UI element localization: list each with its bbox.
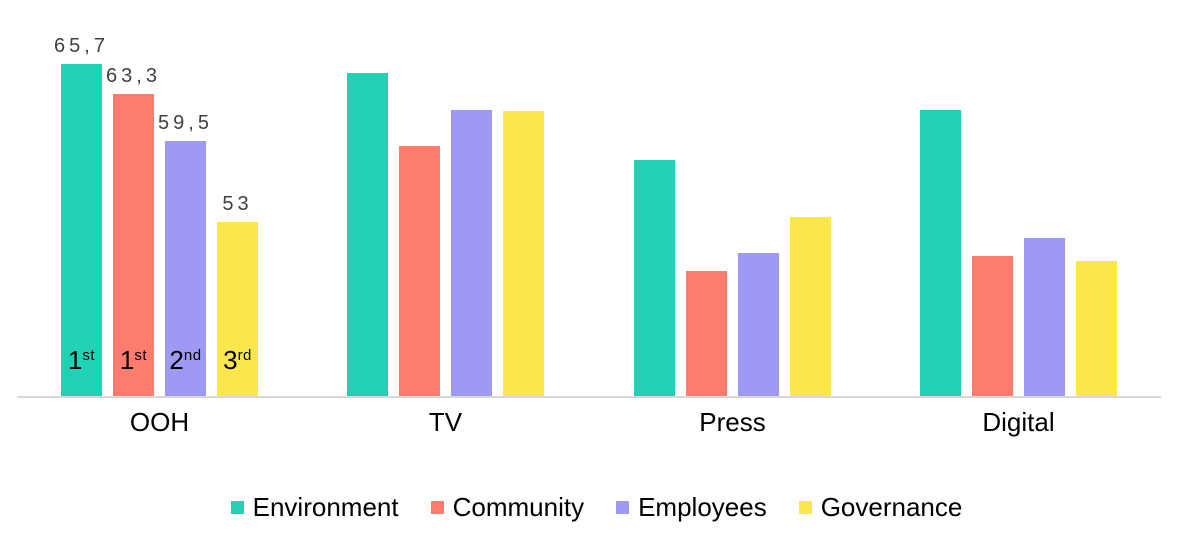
bar-community-ooh [113,94,154,396]
bar-community-digital [972,255,1013,396]
bar-governance-ooh [217,222,258,396]
bar-community-press [686,270,727,396]
bar-employees-digital [1024,238,1065,396]
bar-employees-tv [451,110,492,396]
bar-governance-press [790,217,831,396]
legend-swatch-community-icon [430,501,444,514]
legend-swatch-employees-icon [616,501,630,514]
category-label-press: Press [699,407,766,437]
legend-label-community: Community [452,492,585,522]
bar-employees-ooh [165,141,206,396]
bar-environment-digital [920,110,961,396]
value-label-community: 63,3 [106,64,161,87]
legend-item-environment: Environment [230,492,399,523]
legend-swatch-environment-icon [230,501,244,514]
x-axis-line [17,396,1161,398]
value-label-environment: 65,7 [54,35,109,58]
rank-label-environment: 1st [67,345,96,375]
legend-label-environment: Environment [252,492,399,522]
bar-community-tv [399,146,440,396]
legend-item-governance: Governance [798,492,963,523]
value-label-employees: 59,5 [158,112,213,135]
rank-label-community: 1st [119,345,148,375]
legend: Environment Community Employees Governan… [0,492,1193,523]
legend-label-employees: Employees [638,492,767,522]
bar-environment-press [634,159,675,396]
bar-environment-ooh [61,64,102,396]
category-label-tv: TV [428,407,463,437]
legend-item-community: Community [430,492,585,523]
category-label-ooh: OOH [129,407,190,437]
rank-label-employees: 2nd [169,345,202,375]
legend-item-employees: Employees [616,492,767,523]
bar-governance-tv [503,111,544,396]
legend-label-governance: Governance [820,492,963,522]
bar-governance-digital [1076,260,1117,396]
category-label-digital: Digital [982,407,1055,437]
rank-label-governance: 3rd [223,345,252,375]
value-label-governance: 53 [222,192,253,215]
bar-employees-press [738,253,779,396]
legend-swatch-governance-icon [798,501,812,514]
bar-environment-tv [347,72,388,396]
